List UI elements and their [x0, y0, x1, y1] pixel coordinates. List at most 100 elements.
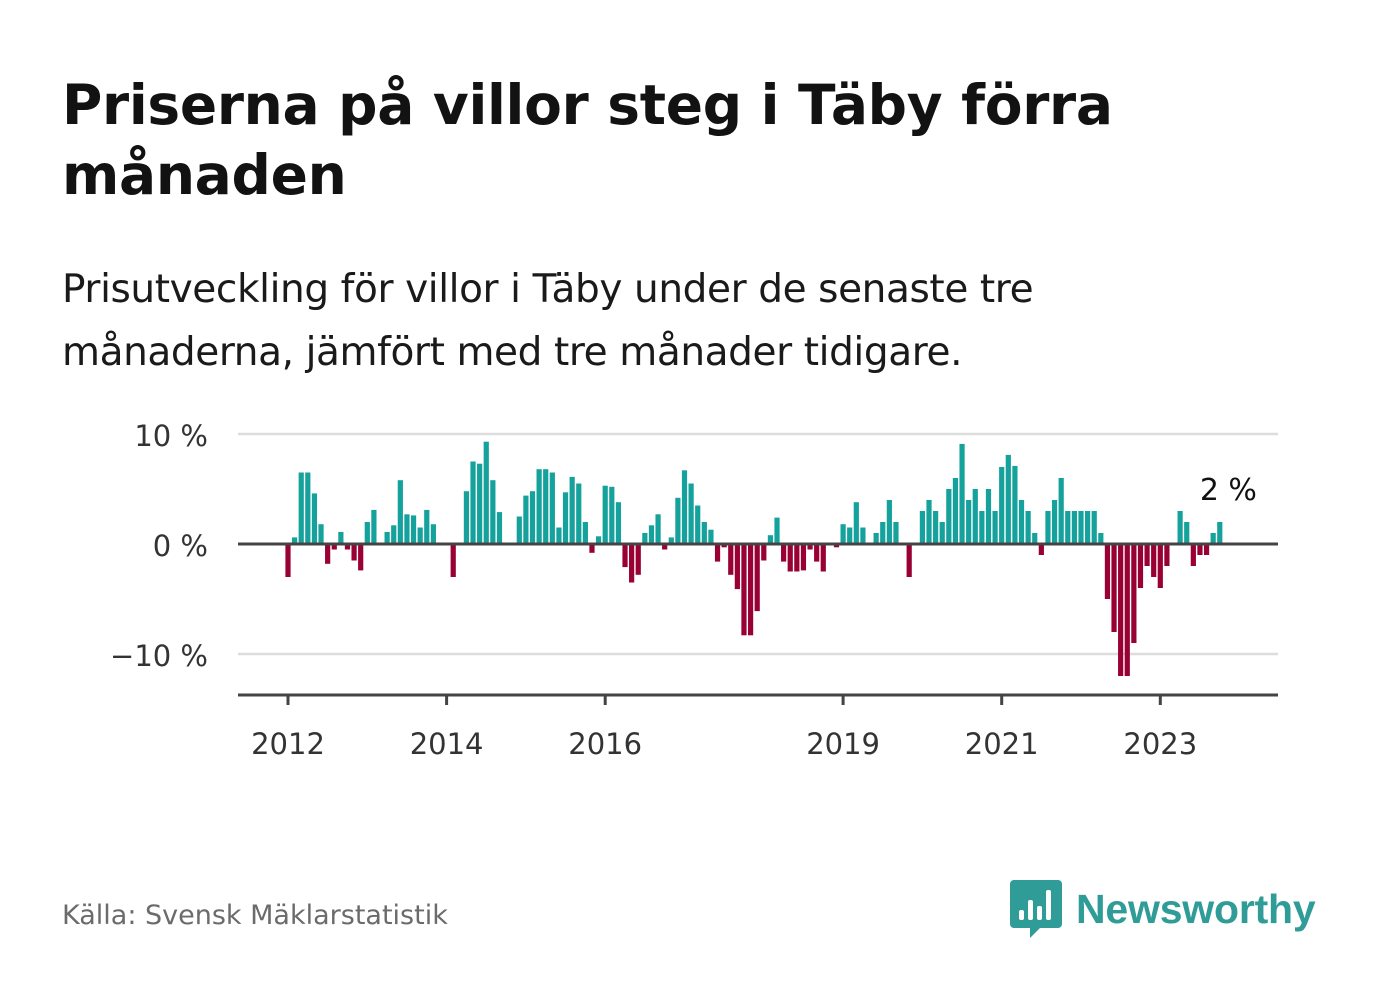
- bar: [536, 469, 542, 544]
- bar: [1025, 511, 1031, 544]
- bar: [708, 529, 714, 544]
- bar: [939, 522, 945, 544]
- bar: [589, 544, 595, 553]
- bar: [1038, 544, 1044, 555]
- bar: [814, 544, 820, 562]
- bar: [1144, 544, 1150, 566]
- x-tick-label: 2016: [568, 727, 642, 761]
- bar: [655, 514, 661, 544]
- bar: [477, 463, 483, 544]
- bar: [351, 544, 357, 561]
- bar: [1111, 544, 1117, 632]
- bar: [741, 544, 747, 636]
- bar: [721, 544, 727, 548]
- bar: [840, 524, 846, 544]
- bar: [549, 472, 555, 544]
- bar: [569, 476, 575, 544]
- bar: [338, 531, 344, 544]
- bar: [609, 486, 615, 544]
- bar: [1157, 544, 1163, 588]
- bar: [966, 500, 972, 544]
- bar: [1104, 544, 1111, 599]
- bar: [860, 527, 866, 544]
- bar: [364, 522, 370, 544]
- newsworthy-logo[interactable]: Newsworthy: [1010, 878, 1316, 940]
- bar: [635, 544, 641, 575]
- bar: [410, 515, 417, 544]
- bar: [781, 544, 787, 562]
- bar: [701, 522, 707, 544]
- bar: [298, 472, 304, 544]
- bar: [470, 461, 476, 544]
- bar: [1217, 522, 1223, 544]
- bar: [767, 535, 774, 544]
- bar: [543, 469, 549, 544]
- bar: [523, 495, 529, 544]
- bar: [450, 544, 456, 577]
- bar: [1058, 478, 1064, 544]
- bar: [873, 533, 879, 544]
- bar: [1151, 544, 1157, 577]
- bar: [820, 544, 826, 572]
- bar: [602, 485, 608, 544]
- bar: [675, 497, 681, 544]
- bar: [529, 491, 536, 544]
- chart-title: Priserna på villor steg i Täby förra mån…: [62, 73, 1113, 207]
- bar: [880, 522, 886, 544]
- bar: [853, 502, 859, 544]
- bar: [1177, 511, 1183, 544]
- bar: [344, 544, 351, 550]
- bar: [681, 470, 688, 544]
- bar: [1118, 544, 1124, 676]
- bar: [959, 443, 965, 544]
- x-tick-label: 2012: [251, 727, 325, 761]
- bar: [906, 544, 912, 577]
- bar: [622, 544, 628, 568]
- source-note: Källa: Svensk Mäklarstatistik: [62, 900, 448, 931]
- bar: [285, 544, 291, 577]
- bar: [1032, 533, 1038, 544]
- bar: [358, 544, 364, 571]
- bar: [800, 544, 807, 571]
- bar: [1184, 522, 1190, 544]
- bar: [576, 483, 582, 544]
- axes: [238, 542, 1278, 705]
- bar: [582, 522, 588, 544]
- bar: [761, 544, 767, 561]
- y-tick-label: −10 %: [110, 639, 208, 673]
- bar: [629, 544, 635, 583]
- bar: [615, 502, 622, 544]
- bar: [1065, 511, 1071, 544]
- bar: [946, 489, 952, 544]
- bar: [1018, 500, 1025, 544]
- y-tick-label: 0 %: [153, 529, 208, 563]
- bar: [424, 509, 430, 544]
- bar: [807, 544, 813, 550]
- bar: [1164, 544, 1170, 566]
- bar: [1210, 533, 1216, 544]
- bar: [972, 489, 978, 544]
- bar: [556, 527, 562, 544]
- bar: [292, 537, 298, 544]
- bar: [595, 536, 602, 544]
- bar-chart: 10 % 0 % −10 % 2012 2014 2016 2019 2021 2023 2 %: [110, 419, 1278, 761]
- x-tick-label: 2021: [965, 727, 1039, 761]
- bar: [754, 544, 760, 612]
- chart-subtitle: Prisutveckling för villor i Täby under d…: [62, 267, 1034, 375]
- bar: [999, 467, 1005, 544]
- bar: [1091, 511, 1097, 544]
- bar: [926, 500, 932, 544]
- bar: [688, 483, 694, 544]
- bar: [391, 525, 397, 544]
- bar: [430, 524, 436, 544]
- bar: [1012, 465, 1018, 544]
- bar: [985, 489, 992, 544]
- bar: [318, 524, 324, 544]
- bar: [1005, 454, 1011, 544]
- x-tick-label: 2014: [410, 727, 484, 761]
- bar: [325, 544, 331, 564]
- bar: [1197, 544, 1203, 555]
- bar: [483, 441, 489, 544]
- bar: [734, 544, 740, 590]
- brand-name: Newsworthy: [1076, 885, 1316, 932]
